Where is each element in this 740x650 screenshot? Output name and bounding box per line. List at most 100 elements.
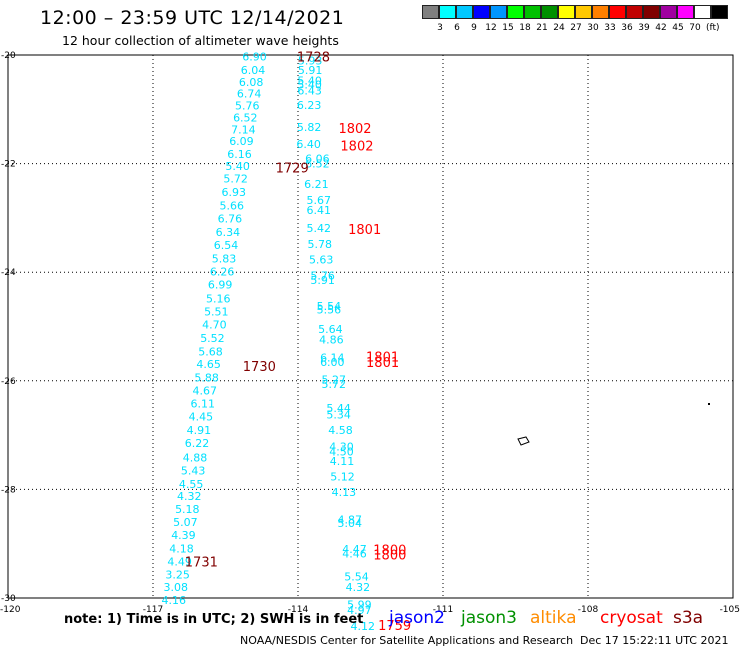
wave-height-label: 5.67 [307, 194, 332, 207]
wave-height-label: 6.54 [214, 239, 239, 252]
legend-swatch [524, 5, 541, 19]
legend-label: 15 [502, 23, 514, 33]
wave-height-label: 5.40 [225, 160, 250, 173]
y-tick-label: -20 [1, 51, 16, 61]
x-tick-label: -105 [720, 605, 740, 615]
x-tick-label: -111 [433, 605, 453, 615]
wave-height-label: 4.18 [169, 543, 194, 556]
wave-height-label: 5.52 [200, 332, 225, 345]
footer-timestamp: Dec 17 15:22:11 UTC 2021 [580, 634, 729, 647]
wave-height-label: 5.76 [310, 269, 335, 282]
x-tick-label: -114 [288, 605, 309, 615]
wave-height-label: 5.27 [322, 374, 347, 387]
wave-height-label: 6.04 [241, 64, 266, 77]
wave-height-label: 6.16 [227, 148, 252, 161]
wave-height-label: 6.40 [296, 138, 321, 151]
legend-label: 27 [570, 23, 582, 33]
legend-label: 45 [672, 23, 684, 33]
wave-height-label: 5.91 [310, 274, 335, 287]
footer-note: note: 1) Time is in UTC; 2) SWH is in fe… [64, 612, 364, 627]
chart-subtitle: 12 hour collection of altimeter wave hei… [62, 33, 339, 48]
wave-height-label: 6.99 [208, 279, 233, 292]
wave-height-label: 4.12 [351, 620, 376, 633]
plot-frame [7, 54, 734, 599]
legend-swatch [694, 5, 711, 19]
legend-swatch [558, 5, 575, 19]
wave-height-label: 4.88 [183, 451, 208, 464]
wave-height-label: 4.97 [347, 604, 372, 617]
wave-height-label: 4.67 [192, 385, 217, 398]
wave-height-label: 6.74 [237, 88, 262, 101]
island-outline [517, 436, 530, 446]
time-label: 1731 [185, 556, 218, 571]
wave-height-label: 4.91 [187, 424, 212, 437]
wave-height-label: 4.49 [167, 556, 192, 569]
wave-height-label: 4.32 [177, 490, 202, 503]
island-dot [708, 403, 710, 405]
time-labels: 1728180218021729180118011801173018001800… [185, 51, 411, 635]
y-tick-label: -24 [1, 268, 16, 278]
wave-height-label: 6.00 [320, 356, 345, 369]
wave-height-label: 5.66 [220, 199, 245, 212]
wave-height-label: 5.51 [204, 305, 229, 318]
wave-height-label: 4.86 [319, 334, 344, 347]
time-label: 1800 [373, 549, 406, 564]
wave-height-label: 5.99 [347, 599, 372, 612]
legend-swatch [541, 5, 558, 19]
legend-swatch [711, 5, 728, 19]
wave-height-label: 6.09 [229, 135, 254, 148]
wave-height-label: 4.70 [202, 318, 227, 331]
wave-height-label: 5.72 [223, 172, 248, 185]
satellite-cryosat: cryosat [600, 608, 663, 628]
wave-height-label: 5.07 [173, 516, 198, 529]
legend-label: 33 [604, 23, 616, 33]
y-tick-label: -30 [1, 594, 16, 604]
time-label: 1728 [297, 51, 330, 66]
wave-height-label: 4.13 [332, 486, 357, 499]
x-tick-label: -108 [578, 605, 599, 615]
wave-height-label: 6.06 [305, 153, 330, 166]
wave-height-label: 4.47 [342, 543, 367, 556]
wave-height-label: 5.40 [297, 75, 322, 88]
legend-swatch [643, 5, 660, 19]
wave-height-label: 5.04 [337, 517, 362, 530]
wave-height-label: 6.52 [305, 158, 330, 171]
time-label: 1730 [243, 360, 276, 375]
wave-height-label: 4.50 [329, 445, 354, 458]
chart-title: 12:00 – 23:59 UTC 12/14/2021 [40, 7, 345, 29]
wave-height-label: 5.56 [317, 304, 342, 317]
wave-height-label: 5.93 [298, 54, 323, 67]
legend-label: 6 [454, 23, 460, 33]
legend-label: 39 [638, 23, 650, 33]
legend-label: 36 [621, 23, 633, 33]
y-tick-label: -26 [1, 377, 16, 387]
wave-height-label: 4.58 [328, 424, 353, 437]
time-label: 1802 [340, 140, 373, 155]
legend-label: 12 [485, 23, 497, 33]
wave-height-label: 5.78 [308, 238, 333, 251]
y-tick-label: -28 [1, 485, 16, 495]
wave-height-label: 6.11 [191, 398, 216, 411]
wave-height-label: 6.21 [304, 178, 329, 191]
tick-labels: -120 -117 -114 -111 -108 -105 -20 -22 -24 -26 -28 -… [0, 51, 740, 615]
y-tick-label: -22 [1, 160, 16, 170]
time-label: 1802 [338, 122, 371, 137]
legend-swatch [439, 5, 456, 19]
wave-height-label: 6.43 [297, 84, 322, 97]
wave-height-label: 5.54 [344, 570, 369, 583]
wave-height-label: 4.32 [346, 581, 371, 594]
footer-credit: NOAA/NESDIS Center for Satellite Applica… [240, 634, 574, 647]
legend-swatch [456, 5, 473, 19]
wave-height-label: 6.08 [239, 76, 264, 89]
wave-height-label: 5.76 [235, 99, 260, 112]
wave-height-label: 6.26 [210, 266, 235, 279]
satellite-s3a: s3a [673, 608, 704, 628]
satellite-jason3: jason3 [461, 608, 517, 628]
wave-height-label: 5.40 [297, 78, 322, 91]
wave-height-label: 5.18 [175, 503, 200, 516]
wave-height-label: 5.63 [309, 254, 334, 267]
legend-label: 24 [553, 23, 565, 33]
legend-swatch [609, 5, 626, 19]
legend-label: 21 [536, 23, 548, 33]
